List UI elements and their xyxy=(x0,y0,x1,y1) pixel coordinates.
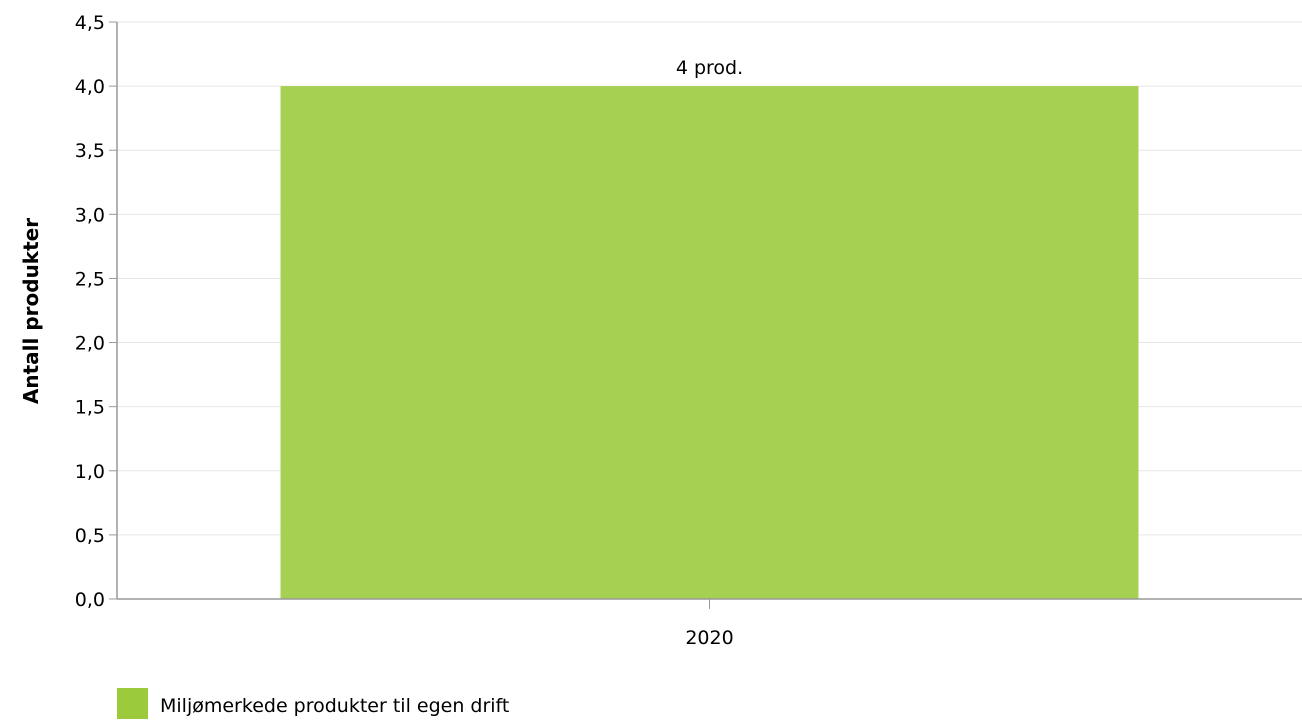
x-tick-labels: 2020 xyxy=(685,627,733,649)
legend-swatch xyxy=(117,688,148,719)
data-label: 4 prod. xyxy=(676,57,743,79)
bar[interactable] xyxy=(280,86,1139,600)
legend-label: Miljømerkede produkter til egen drift xyxy=(160,695,509,717)
y-tick-labels: 0,0 0,5 1,0 1,5 2,0 2,5 3,0 3,5 4,0 4,5 xyxy=(75,12,105,611)
y-tick-label: 3,0 xyxy=(75,204,105,226)
y-tick-label: 3,5 xyxy=(75,140,105,162)
y-tick-label: 1,0 xyxy=(75,461,105,483)
y-tick-label: 1,5 xyxy=(75,397,105,419)
legend[interactable]: Miljømerkede produkter til egen drift xyxy=(117,688,509,719)
y-tick-label: 4,5 xyxy=(75,12,105,34)
y-axis-title: Antall produkter xyxy=(19,218,43,404)
y-tick-label: 4,0 xyxy=(75,76,105,98)
data-labels: 4 prod. xyxy=(676,57,743,79)
x-tick-label: 2020 xyxy=(685,627,733,649)
y-tick-label: 0,0 xyxy=(75,589,105,611)
bars xyxy=(280,86,1139,600)
y-tick-label: 2,5 xyxy=(75,268,105,290)
y-tick-label: 0,5 xyxy=(75,525,105,547)
axes xyxy=(109,21,1302,609)
y-tick-label: 2,0 xyxy=(75,333,105,355)
